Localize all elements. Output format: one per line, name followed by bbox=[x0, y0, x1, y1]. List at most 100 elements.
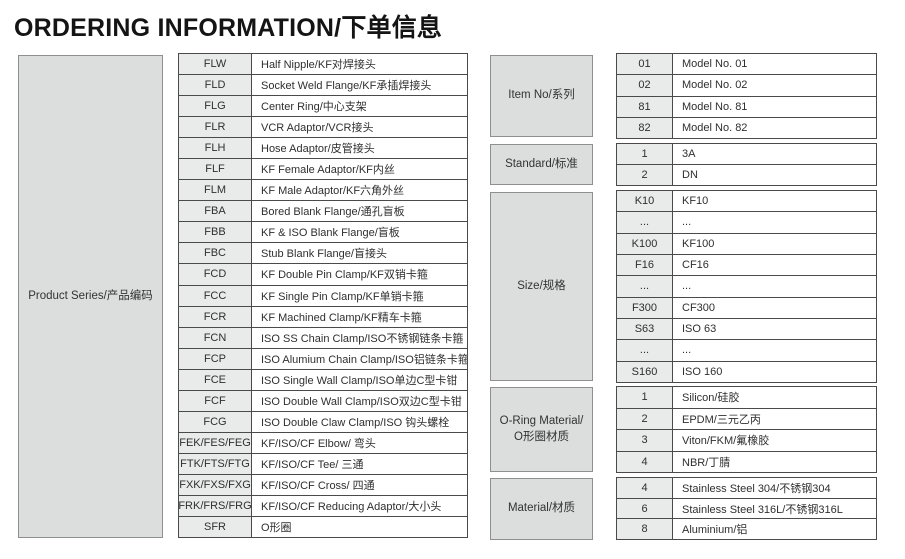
group-label-oring-material: O-Ring Material/ O形圈材质 bbox=[490, 387, 593, 472]
table-row: F300 CF300 bbox=[617, 296, 876, 318]
group-label-standard-text: Standard/标准 bbox=[505, 157, 578, 170]
description-cell: Bored Blank Flange/通孔盲板 bbox=[261, 206, 405, 219]
description-cell: KF/ISO/CF Tee/ 三通 bbox=[261, 458, 364, 471]
group-label-standard: Standard/标准 bbox=[490, 144, 593, 185]
table-row: K100 KF100 bbox=[617, 232, 876, 254]
table-row: FBA Bored Blank Flange/通孔盲板 bbox=[179, 200, 467, 222]
table-row: 1 Silicon/硅胶 bbox=[617, 387, 876, 408]
description-cell: Center Ring/中心支架 bbox=[261, 101, 367, 114]
table-row: K10 KF10 bbox=[617, 191, 876, 212]
description-cell: ISO Double Wall Clamp/ISO双边C型卡钳 bbox=[261, 395, 462, 408]
description-cell: Silicon/硅胶 bbox=[682, 392, 740, 405]
group-label-size-text: Size/规格 bbox=[517, 279, 566, 292]
code-cell: FCP bbox=[179, 348, 252, 369]
table-row: FCC KF Single Pin Clamp/KF单销卡箍 bbox=[179, 284, 467, 306]
code-cell: FCR bbox=[179, 306, 252, 327]
table-row: 6 Stainless Steel 316L/不锈钢316L bbox=[617, 497, 876, 519]
description-cell: Model No. 81 bbox=[682, 100, 748, 113]
description-cell: KF10 bbox=[682, 195, 709, 208]
code-cell: 81 bbox=[617, 96, 673, 117]
table-row: FCD KF Double Pin Clamp/KF双销卡箍 bbox=[179, 263, 467, 285]
table-row: FCN ISO SS Chain Clamp/ISO不锈钢链条卡箍 bbox=[179, 326, 467, 348]
code-cell: S160 bbox=[617, 361, 673, 382]
description-cell: KF Double Pin Clamp/KF双销卡箍 bbox=[261, 269, 428, 282]
code-cell: FXK/FXS/FXG bbox=[179, 474, 252, 495]
code-cell: 6 bbox=[617, 498, 673, 519]
description-cell: KF & ISO Blank Flange/盲板 bbox=[261, 227, 400, 240]
description-cell: Model No. 02 bbox=[682, 79, 748, 92]
table-row: FCP ISO Alumium Chain Clamp/ISO铝链条卡箍 bbox=[179, 347, 467, 369]
description-cell: Model No. 82 bbox=[682, 121, 748, 134]
table-row: 81 Model No. 81 bbox=[617, 95, 876, 117]
code-cell: FLH bbox=[179, 138, 252, 159]
table-row: F16 CF16 bbox=[617, 253, 876, 276]
table-row: FRK/FRS/FRG KF/ISO/CF Reducing Adaptor/大小… bbox=[179, 494, 467, 517]
code-cell: FLD bbox=[179, 75, 252, 96]
code-cell: FBC bbox=[179, 243, 252, 264]
description-cell: KF/ISO/CF Cross/ 四通 bbox=[261, 479, 375, 492]
code-cell: ... bbox=[617, 276, 673, 297]
table-row: FLG Center Ring/中心支架 bbox=[179, 95, 467, 117]
table-row: 1 3A bbox=[617, 144, 876, 164]
description-cell: EPDM/三元乙丙 bbox=[682, 413, 761, 426]
table-row: SFR O形圈 bbox=[179, 516, 467, 538]
table-row: S160 ISO 160 bbox=[617, 360, 876, 382]
code-cell: FEK/FES/FEG bbox=[179, 432, 252, 453]
description-cell: KF Male Adaptor/KF六角外丝 bbox=[261, 185, 405, 198]
description-cell: Half Nipple/KF对焊接头 bbox=[261, 59, 376, 72]
description-cell: CF300 bbox=[682, 301, 716, 314]
table-row: FCE ISO Single Wall Clamp/ISO单边C型卡钳 bbox=[179, 368, 467, 390]
table-row: FCG ISO Double Claw Clamp/ISO 钩头螺栓 bbox=[179, 410, 467, 432]
description-cell: ISO Double Claw Clamp/ISO 钩头螺栓 bbox=[261, 416, 450, 429]
description-cell: Aluminium/铝 bbox=[682, 524, 748, 537]
code-cell: ... bbox=[617, 212, 673, 233]
code-cell: FCN bbox=[179, 327, 252, 348]
code-cell: 82 bbox=[617, 117, 673, 138]
code-cell: FBB bbox=[179, 222, 252, 243]
description-cell: ISO 160 bbox=[682, 365, 723, 378]
table-row: FTK/FTS/FTG KF/ISO/CF Tee/ 三通 bbox=[179, 452, 467, 474]
group-label-material: Material/材质 bbox=[490, 478, 593, 540]
code-cell: FCD bbox=[179, 264, 252, 285]
code-cell: 2 bbox=[617, 165, 673, 185]
group-label-item-no-text: Item No/系列 bbox=[508, 89, 575, 102]
code-cell: FCC bbox=[179, 285, 252, 306]
description-cell: KF/ISO/CF Reducing Adaptor/大小头 bbox=[261, 501, 442, 513]
group-table-size: K10 KF10...... K100 KF100 F16 CF16...... F300 C… bbox=[616, 190, 877, 383]
table-row: 82 Model No. 82 bbox=[617, 116, 876, 138]
description-cell: O形圈 bbox=[261, 522, 292, 535]
product-series-label-box: Product Series/产品编码 bbox=[18, 55, 163, 538]
description-cell: KF Female Adaptor/KF内丝 bbox=[261, 164, 395, 177]
table-row: FLF KF Female Adaptor/KF内丝 bbox=[179, 158, 467, 180]
description-cell: KF Single Pin Clamp/KF单销卡箍 bbox=[261, 290, 424, 303]
table-row: ...... bbox=[617, 275, 876, 297]
code-cell: K100 bbox=[617, 233, 673, 254]
description-cell: Hose Adaptor/皮管接头 bbox=[261, 143, 375, 156]
group-label-material-text: Material/材质 bbox=[507, 502, 576, 515]
table-row: FLH Hose Adaptor/皮管接头 bbox=[179, 137, 467, 159]
group-label-oring-material-text: O-Ring Material/ O形圈材质 bbox=[499, 414, 584, 443]
description-cell: ISO 63 bbox=[682, 323, 717, 336]
table-row: FXK/FXS/FXG KF/ISO/CF Cross/ 四通 bbox=[179, 473, 467, 495]
code-cell: F16 bbox=[617, 254, 673, 276]
table-row: ...... bbox=[617, 211, 876, 233]
table-row: FLD Socket Weld Flange/KF承插焊接头 bbox=[179, 74, 467, 96]
code-cell: K10 bbox=[617, 191, 673, 212]
code-cell: FCF bbox=[179, 390, 252, 411]
code-cell: 02 bbox=[617, 75, 673, 96]
code-cell: ... bbox=[617, 340, 673, 361]
table-row: FEK/FES/FEG KF/ISO/CF Elbow/ 弯头 bbox=[179, 431, 467, 453]
group-label-size: Size/规格 bbox=[490, 192, 593, 381]
code-cell: 3 bbox=[617, 430, 673, 451]
description-cell: ... bbox=[682, 344, 692, 357]
group-table-standard: 1 3A 2 DN bbox=[616, 143, 877, 186]
code-cell: 2 bbox=[617, 408, 673, 429]
code-cell: FCE bbox=[179, 369, 252, 390]
table-row: 2 EPDM/三元乙丙 bbox=[617, 407, 876, 429]
table-row: FLR VCR Adaptor/VCR接头 bbox=[179, 116, 467, 138]
table-row: 4 NBR/丁腈 bbox=[617, 450, 876, 472]
code-cell: FBA bbox=[179, 201, 252, 222]
description-cell: ... bbox=[682, 216, 692, 229]
code-cell: FLF bbox=[179, 159, 252, 180]
table-row: FLW Half Nipple/KF对焊接头 bbox=[179, 54, 467, 75]
